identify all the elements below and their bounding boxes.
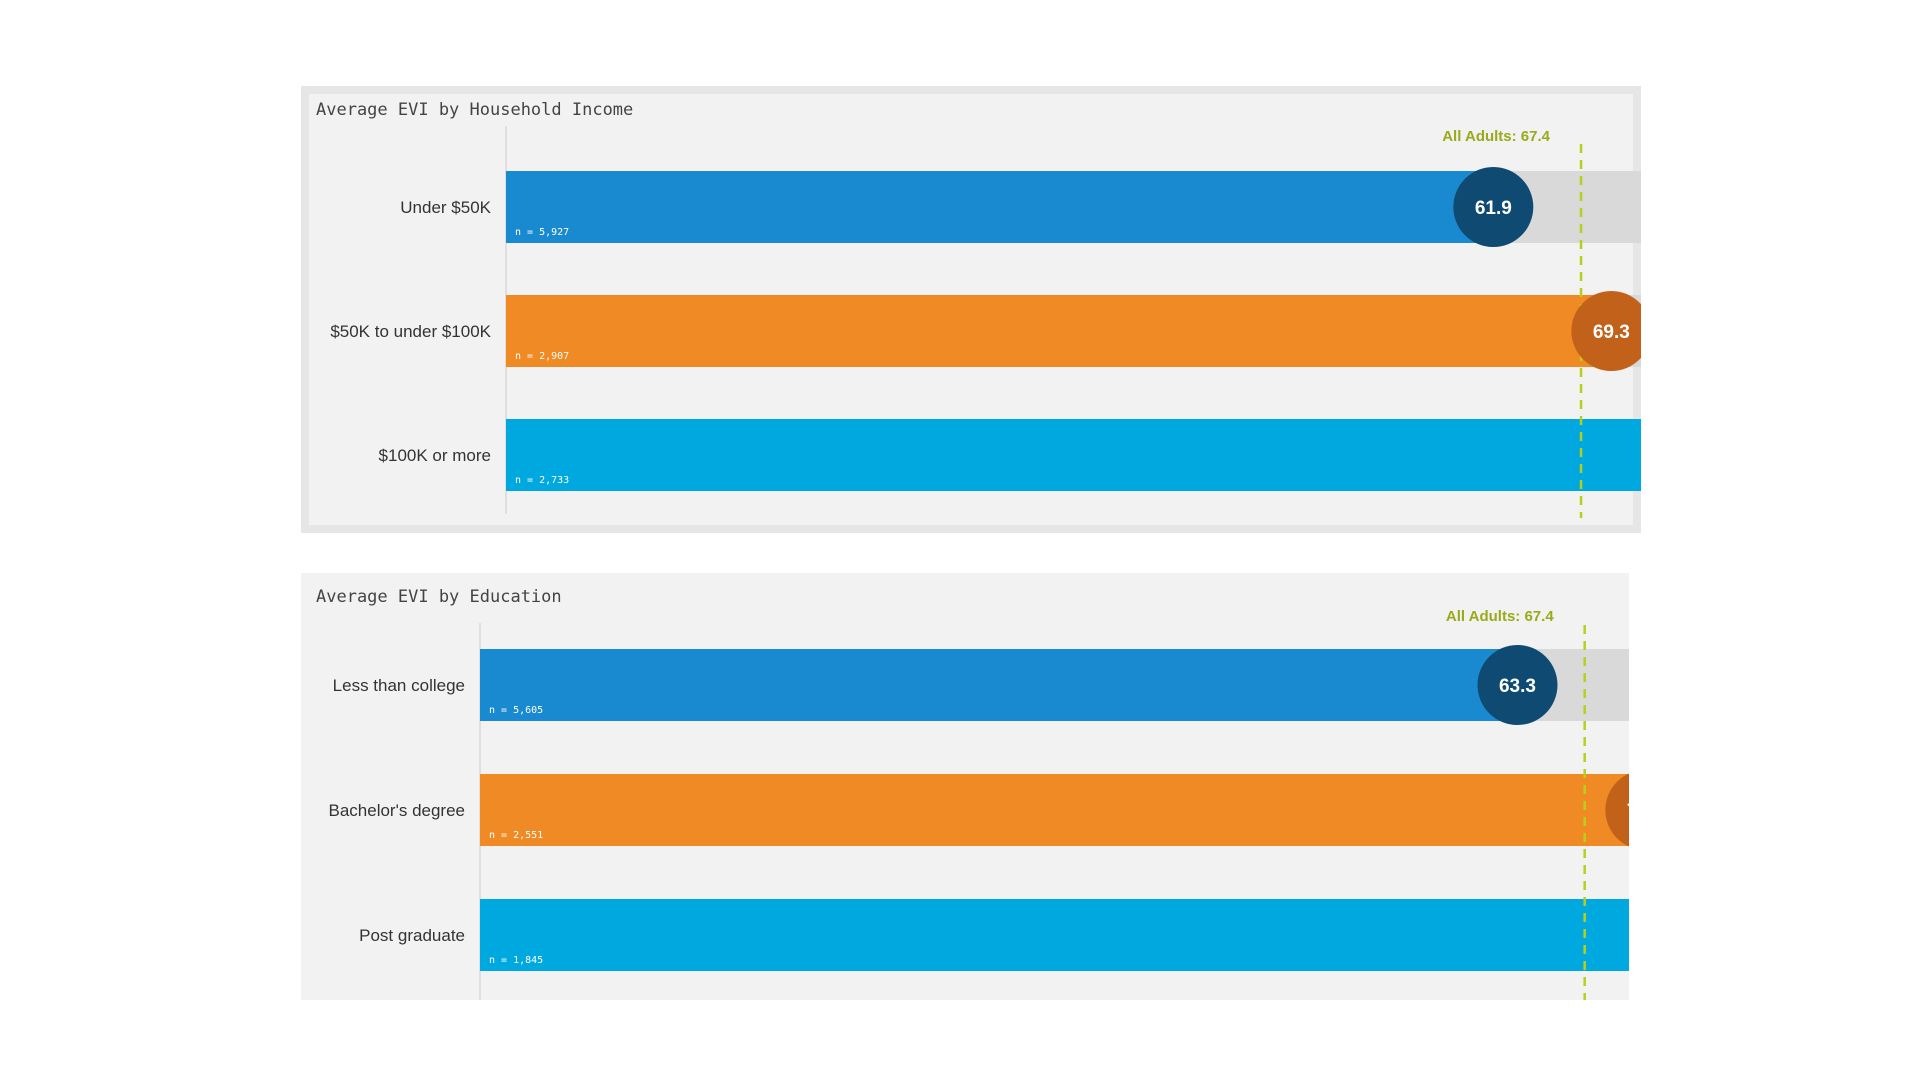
bar [480, 649, 1518, 721]
data-label: 71.1 [1627, 801, 1629, 822]
bar [480, 899, 1629, 971]
education-chart: Less than college n = 5,605 Bachelor's deg… [329, 608, 1629, 1000]
category-label: Post graduate [359, 926, 465, 945]
category-label: $50K to under $100K [330, 322, 491, 341]
value-bubble [1571, 291, 1641, 371]
sample-size-label: n = 2,907 [515, 351, 569, 362]
reference-label: All Adults: 67.4 [1442, 128, 1550, 145]
income-chart: Under $50K n = 5,927 $50K to under $100K n … [330, 126, 1641, 518]
reference-label: All Adults: 67.4 [1446, 608, 1554, 625]
bar [480, 774, 1629, 846]
data-label: 61.9 [1475, 198, 1512, 219]
category-label: Under $50K [400, 198, 491, 217]
value-bubble [1453, 167, 1534, 247]
bar [506, 419, 1641, 491]
value-bubble [1477, 645, 1558, 725]
category-label: $100K or more [379, 446, 491, 465]
category-label: Bachelor's degree [329, 801, 466, 820]
chart-title: Average EVI by Household Income [316, 100, 634, 120]
bar [506, 295, 1612, 367]
data-label: 63.3 [1499, 676, 1536, 697]
bar [506, 171, 1494, 243]
value-bubble [1605, 773, 1629, 847]
income-chart-panel: Average EVI by Household Income Under $5… [301, 86, 1641, 533]
education-chart-panel: Average EVI by Education Less than colle… [301, 573, 1629, 1000]
chart-title: Average EVI by Education [316, 587, 562, 607]
data-label: 69.3 [1593, 322, 1630, 343]
sample-size-label: n = 1,845 [489, 955, 543, 966]
sample-size-label: n = 5,605 [489, 705, 543, 716]
sample-size-label: n = 2,733 [515, 475, 569, 486]
category-label: Less than college [333, 676, 465, 695]
sample-size-label: n = 2,551 [489, 830, 543, 841]
sample-size-label: n = 5,927 [515, 227, 569, 238]
